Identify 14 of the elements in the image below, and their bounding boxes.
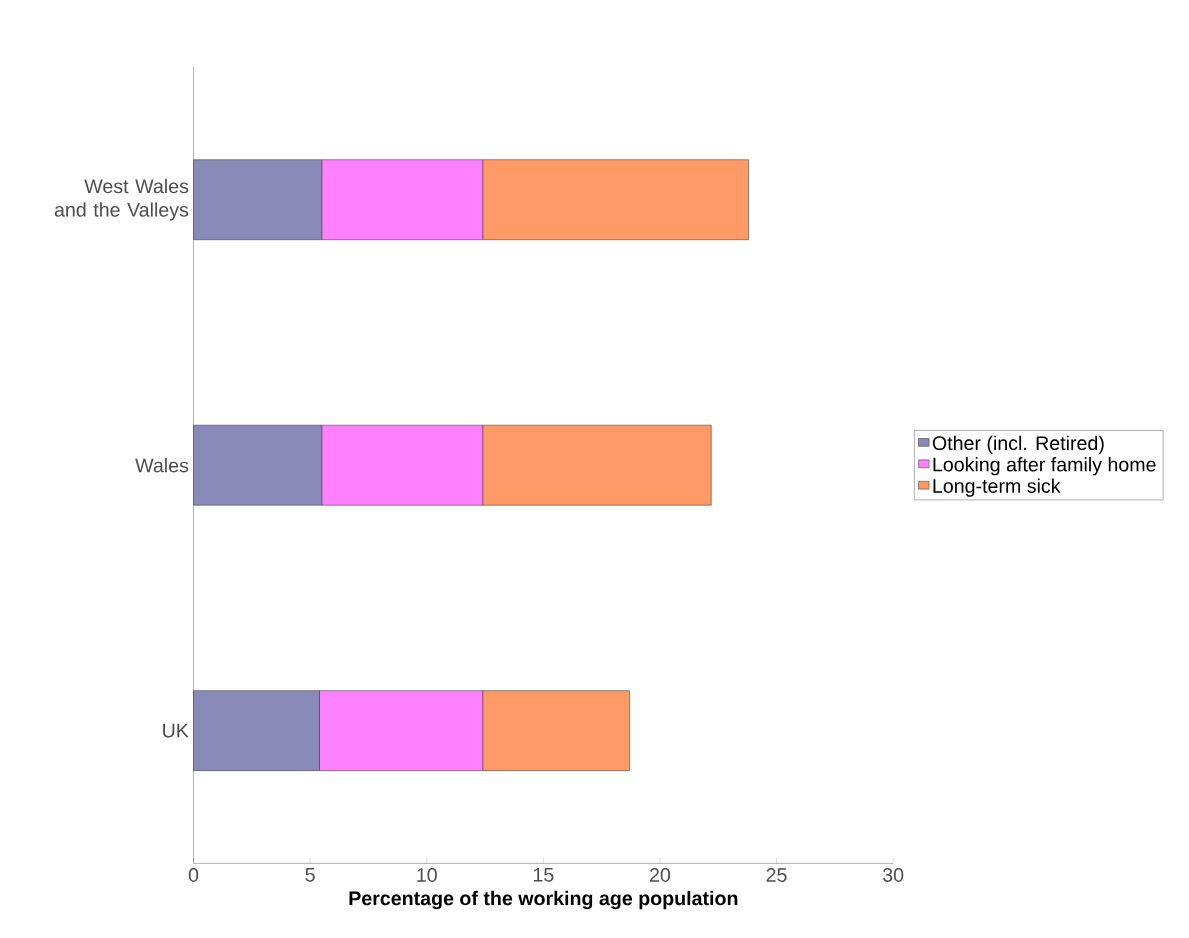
x-tick-label: 15 <box>533 868 554 882</box>
y-tick-label: Wales <box>135 458 189 473</box>
legend-label: Other (incl. Retired) <box>932 435 1104 455</box>
legend-label: Looking after family home <box>933 457 1156 476</box>
y-tick-label: West Wales and the Valleys <box>54 178 189 221</box>
x-tick-label: 20 <box>650 868 671 882</box>
x-tick-label: 0 <box>188 868 199 882</box>
y-tick-label: UK <box>163 723 189 738</box>
x-axis-title: Percentage of the working age population <box>349 890 738 910</box>
legend-label: Long-term sick <box>933 478 1061 497</box>
x-tick-label: 10 <box>417 868 437 882</box>
x-tick-label: 30 <box>882 868 904 882</box>
x-tick-label: 25 <box>766 868 787 882</box>
x-tick-label: 5 <box>305 868 315 882</box>
